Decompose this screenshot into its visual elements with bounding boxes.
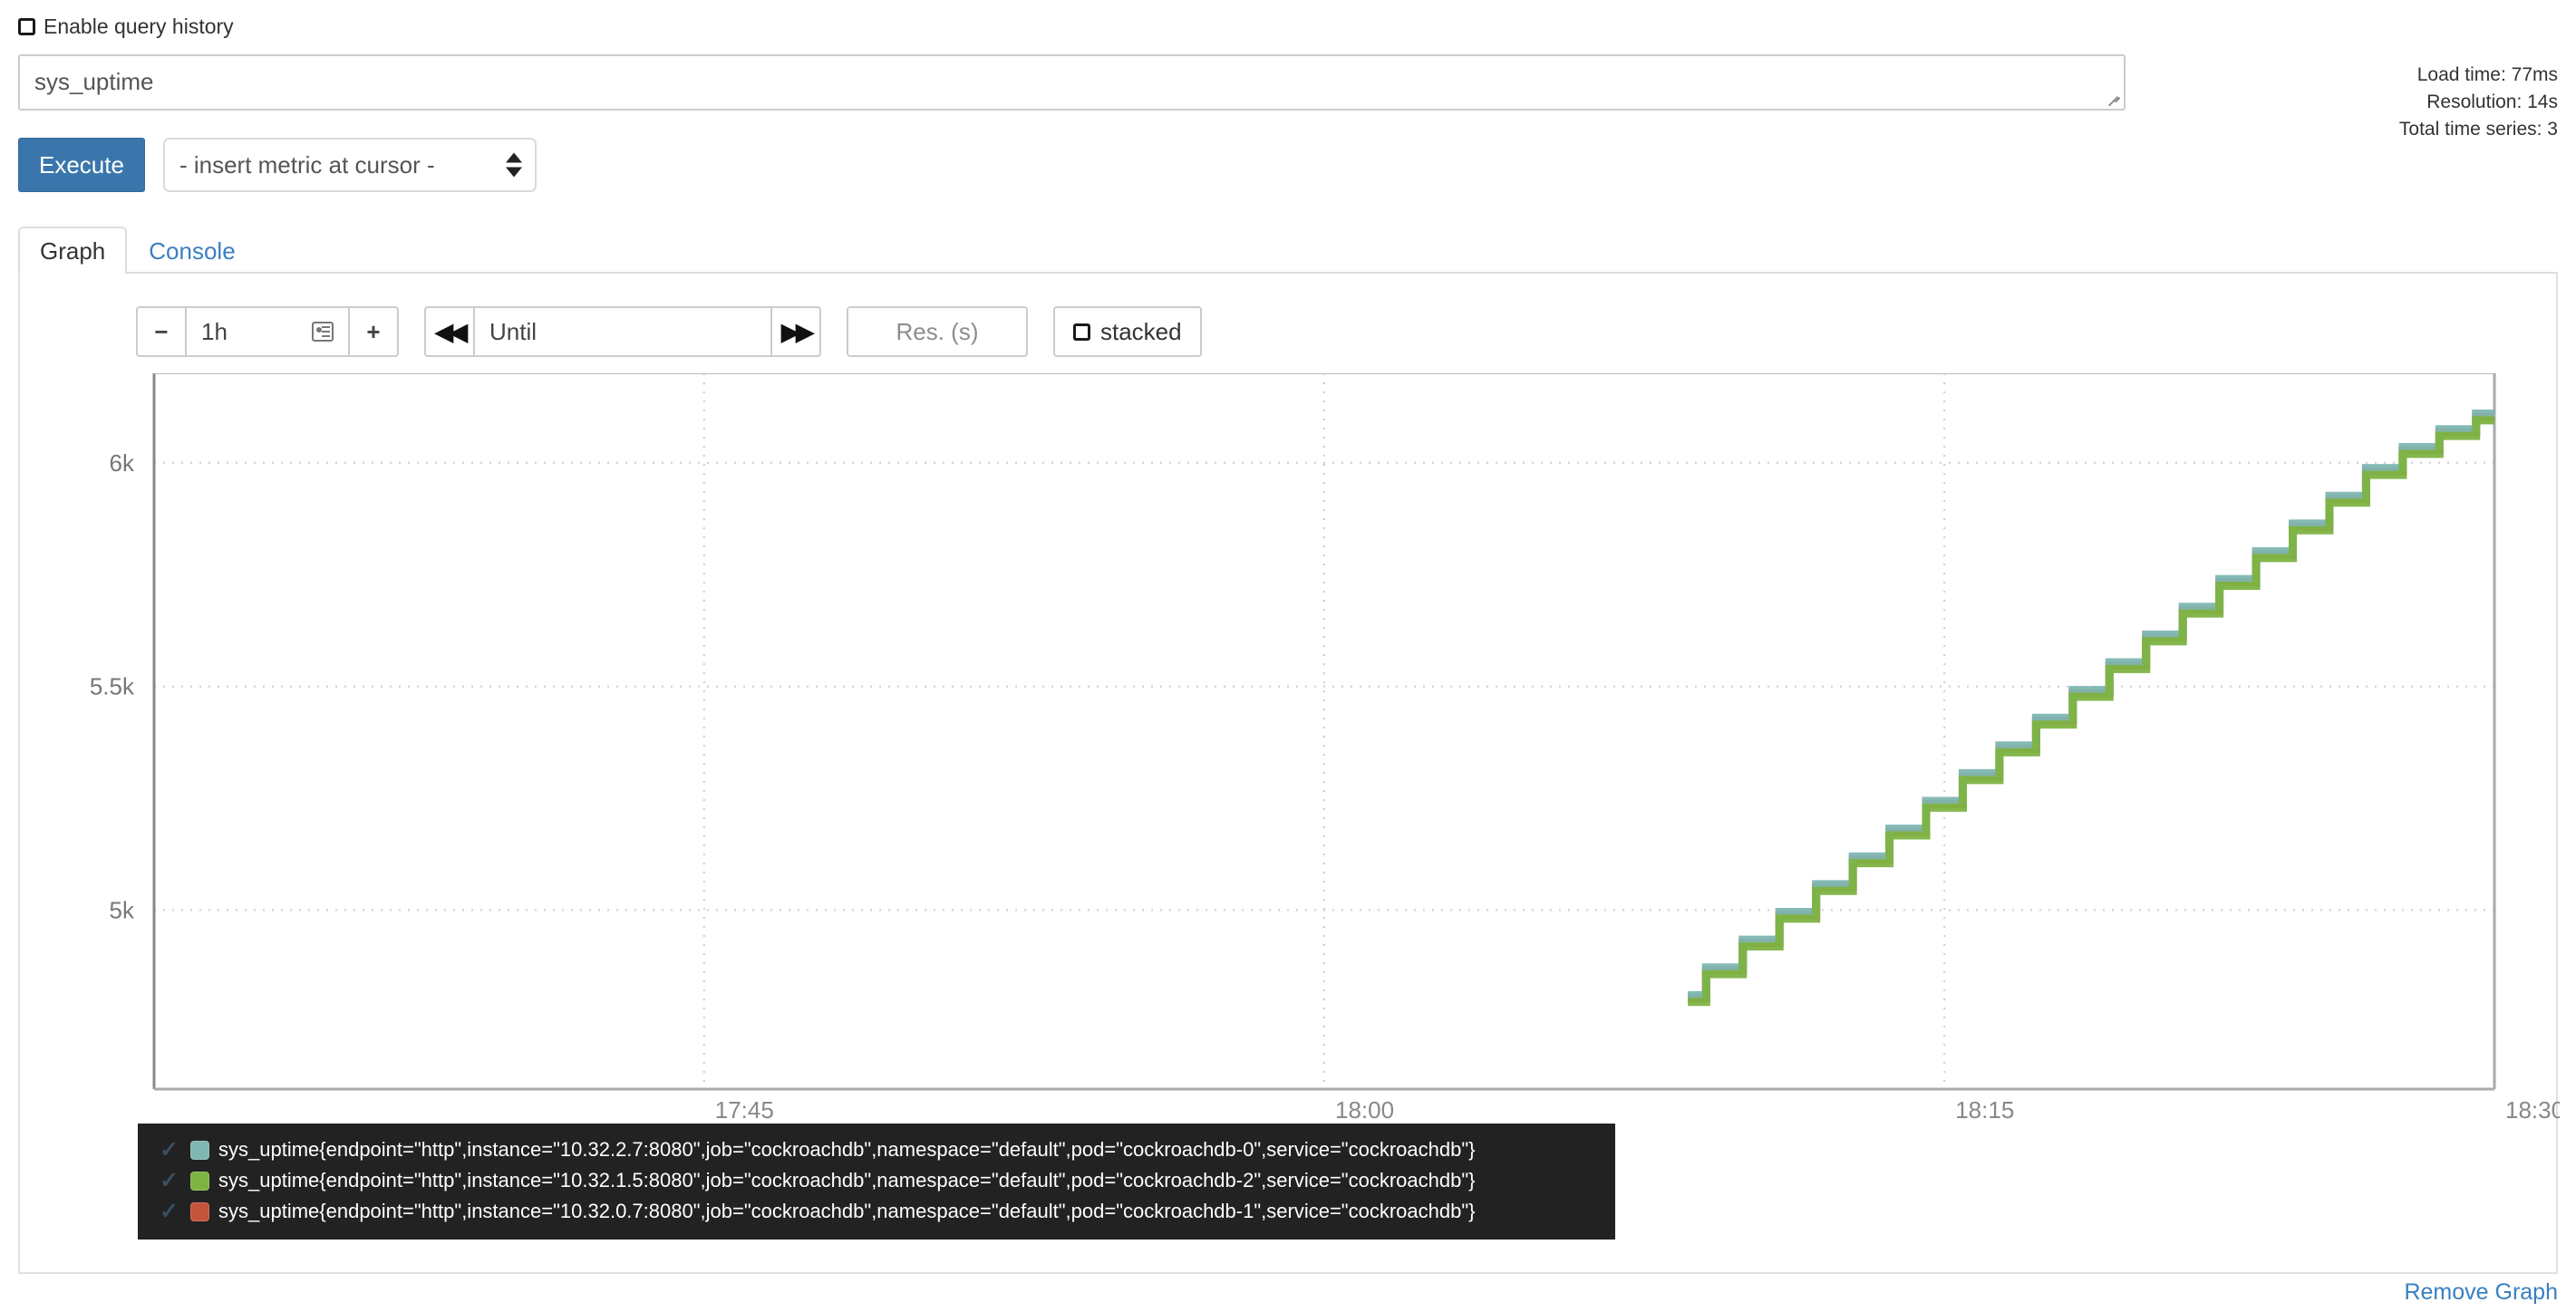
execute-row: Execute - insert metric at cursor - [18,138,537,192]
graph-controls-toolbar: − 1h + ◀◀ Until ▶▶ Res. (s) stacked [136,306,1202,357]
svg-text:18:00: 18:00 [1335,1096,1394,1124]
tab-console[interactable]: Console [149,237,236,265]
legend-series-label: sys_uptime{endpoint="http",instance="10.… [218,1169,1476,1191]
svg-text:18:15: 18:15 [1955,1096,2014,1124]
execute-button[interactable]: Execute [18,138,145,192]
graph-legend: ✓ sys_uptime{endpoint="http",instance="1… [138,1124,1615,1240]
legend-series-label: sys_uptime{endpoint="http",instance="10.… [218,1138,1476,1161]
range-input-group: − 1h + [136,306,399,357]
legend-color-swatch [190,1171,209,1191]
resolution-text: Resolution: 14s [2426,91,2558,112]
panel-tabs: Graph Console [18,219,2558,274]
legend-check-icon[interactable]: ✓ [160,1136,179,1162]
calendar-icon [312,322,334,342]
legend-item[interactable]: ✓ sys_uptime{endpoint="http",instance="1… [160,1165,1599,1196]
until-placeholder: Until [489,317,537,345]
svg-text:5.5k: 5.5k [90,673,135,700]
legend-item[interactable]: ✓ sys_uptime{endpoint="http",instance="1… [160,1134,1599,1165]
stacked-label: stacked [1100,317,1182,345]
legend-color-swatch [190,1140,209,1160]
insert-metric-select[interactable]: - insert metric at cursor - [162,138,537,192]
insert-metric-select-value: - insert metric at cursor - [179,150,435,178]
range-input[interactable]: 1h [185,306,350,357]
svg-text:5k: 5k [110,897,135,924]
load-time-text: Load time: 77ms [2416,64,2558,85]
total-time-series-text: Total time series: 3 [2398,118,2558,140]
svg-text:6k: 6k [110,449,135,477]
legend-check-icon[interactable]: ✓ [160,1198,179,1224]
remove-graph-link[interactable]: Remove Graph [2404,1279,2558,1305]
until-input[interactable]: Until [473,306,772,357]
enable-query-history-label: Enable query history [44,14,234,38]
svg-text:18:30: 18:30 [2505,1096,2560,1124]
step-backward-button[interactable]: ◀◀ [424,306,475,357]
graph-chart-area[interactable]: 5k 5.5k 6k 17:45 18:00 18:15 18:30 [20,373,2560,1162]
svg-text:17:45: 17:45 [715,1096,774,1124]
resolution-input[interactable]: Res. (s) [847,306,1028,357]
chevron-updown-icon [505,152,522,178]
step-forward-button[interactable]: ▶▶ [770,306,821,357]
query-stats: Load time: 77ms Resolution: 14s Total ti… [2399,62,2558,142]
range-value: 1h [201,317,228,345]
time-series-chart[interactable]: 5k 5.5k 6k 17:45 18:00 18:15 18:30 [20,373,2560,1162]
expression-input[interactable] [18,54,2126,111]
stacked-toggle[interactable]: stacked [1053,306,1202,357]
time-input-group: ◀◀ Until ▶▶ [424,306,821,357]
expression-input-wrapper[interactable] [18,54,2126,111]
range-decrease-button[interactable]: − [136,306,187,357]
legend-series-label: sys_uptime{endpoint="http",instance="10.… [218,1200,1476,1222]
enable-query-history-row[interactable]: Enable query history [18,14,234,39]
legend-item[interactable]: ✓ sys_uptime{endpoint="http",instance="1… [160,1196,1599,1227]
enable-query-history-checkbox[interactable] [18,18,35,35]
graph-panel: − 1h + ◀◀ Until ▶▶ Res. (s) stacked 5k 5.… [18,274,2560,1274]
legend-check-icon[interactable]: ✓ [160,1167,179,1193]
resolution-placeholder: Res. (s) [896,317,979,345]
stacked-checkbox[interactable] [1073,323,1090,341]
range-increase-button[interactable]: + [348,306,399,357]
legend-color-swatch [190,1201,209,1221]
tab-graph[interactable]: Graph [18,227,128,274]
